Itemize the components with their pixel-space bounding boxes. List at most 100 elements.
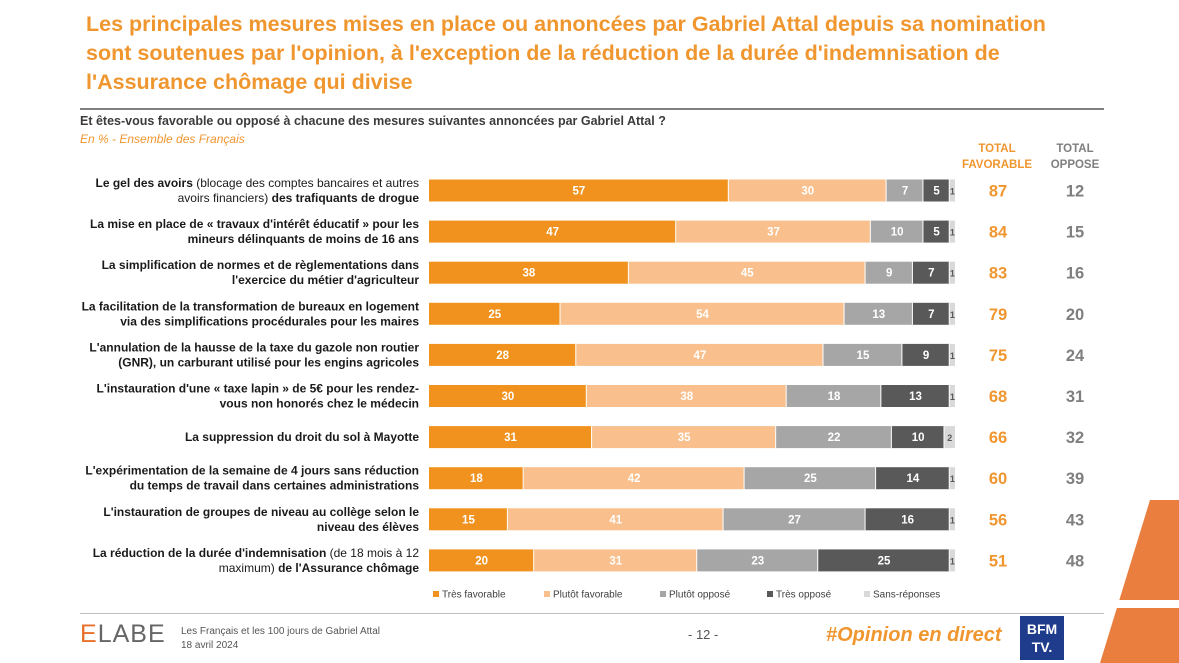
total-favorable-header: TOTAL FAVORABLE xyxy=(961,143,1033,171)
title-divider xyxy=(80,108,1104,110)
bar-segment xyxy=(944,426,955,449)
total-favorable-value: 84 xyxy=(989,224,1008,242)
bar-separator xyxy=(575,343,577,366)
bar-value-label: 30 xyxy=(502,391,515,403)
bar-separator xyxy=(775,426,777,449)
bar-value-label: 1 xyxy=(950,310,955,320)
bar-separator xyxy=(591,426,593,449)
bar-separator xyxy=(675,220,677,243)
total-favorable-value: 51 xyxy=(989,552,1007,570)
bar-value-label: 5 xyxy=(933,227,940,239)
bar-value-label: 10 xyxy=(891,227,904,239)
bar-value-label: 15 xyxy=(857,350,870,362)
bar-value-label: 38 xyxy=(680,391,693,403)
bar-segment xyxy=(523,467,745,490)
category-label: Le gel des avoirs (blocage des comptes b… xyxy=(95,176,419,205)
category-label-part: du temps de travail dans certaines admin… xyxy=(130,479,420,493)
category-label-part: La mise en place de « travaux d'intérêt … xyxy=(90,217,419,231)
bar-separator xyxy=(559,302,561,325)
bar-separator xyxy=(817,549,819,572)
bar-value-label: 41 xyxy=(609,514,622,526)
bar-separator xyxy=(922,179,924,202)
bar-segment xyxy=(676,220,871,243)
bar-segment xyxy=(949,508,955,531)
bar-value-label: 31 xyxy=(609,555,622,567)
bar-value-label: 47 xyxy=(546,227,559,239)
bar-value-label: 7 xyxy=(928,309,934,321)
bar-value-label: 47 xyxy=(693,350,706,362)
bar-value-label: 37 xyxy=(767,227,780,239)
bar-separator xyxy=(843,302,845,325)
category-label-part: vous non honorés chez le médecin xyxy=(220,397,419,411)
bar-segment xyxy=(786,385,882,407)
total-oppose-value: 24 xyxy=(1066,347,1085,365)
total-oppose-value: 32 xyxy=(1066,429,1084,447)
total-oppose-value: 48 xyxy=(1066,552,1084,570)
bar-segment xyxy=(886,179,924,202)
bar-value-label: 25 xyxy=(804,473,817,485)
bar-segment xyxy=(744,467,877,490)
bar-segment xyxy=(728,179,887,202)
bar-value-label: 25 xyxy=(488,309,501,321)
category-label-part: L'instauration d'une « taxe lapin » de 5… xyxy=(97,382,419,396)
bar-segment xyxy=(560,302,845,325)
footer-study-title: Les Français et les 100 jours de Gabriel… xyxy=(181,626,380,637)
bar-segment xyxy=(586,385,787,407)
bar-separator xyxy=(948,343,950,366)
bar-separator xyxy=(948,385,950,407)
category-label-part: l'exercice du métier d'agriculteur xyxy=(232,273,419,287)
bar-segment xyxy=(912,261,950,284)
total-oppose-value: 39 xyxy=(1066,470,1084,488)
survey-base: En % - Ensemble des Français xyxy=(80,132,245,146)
bar-value-label: 10 xyxy=(912,432,925,444)
total-favorable-value: 75 xyxy=(989,347,1007,365)
bar-segment xyxy=(823,343,903,366)
bar-value-label: 35 xyxy=(678,432,691,444)
bar-value-label: 54 xyxy=(696,309,709,321)
bar-separator xyxy=(948,508,950,531)
category-label: La facilitation de la transformation de … xyxy=(82,299,420,328)
bar-separator xyxy=(522,467,524,490)
bar-segment xyxy=(429,549,535,572)
bar-separator xyxy=(911,302,914,325)
bar-separator xyxy=(506,508,509,531)
bar-separator xyxy=(948,302,950,325)
category-label-part: des trafiquants de drogue xyxy=(268,191,419,205)
bar-segment xyxy=(865,508,950,531)
bar-segment xyxy=(429,261,629,284)
bar-separator xyxy=(922,220,924,243)
bar-separator xyxy=(585,385,587,407)
bar-separator xyxy=(948,261,950,284)
bar-value-label: 13 xyxy=(872,309,885,321)
bar-value-label: 25 xyxy=(878,555,891,567)
bar-segment xyxy=(949,385,955,407)
bar-value-label: 9 xyxy=(923,350,929,362)
bar-segment xyxy=(923,179,950,202)
category-label-part: L'annulation de la hausse de la taxe du … xyxy=(89,340,419,354)
bar-separator xyxy=(864,261,866,284)
total-oppose-value: 15 xyxy=(1066,224,1084,242)
footer-date: 18 avril 2024 xyxy=(181,640,239,651)
bar-segment xyxy=(844,302,913,325)
category-label-part: (de 18 mois à 12 xyxy=(326,546,419,560)
bar-separator xyxy=(743,467,745,490)
bar-separator xyxy=(911,261,914,284)
bar-value-label: 28 xyxy=(496,350,509,362)
bar-segment xyxy=(429,302,561,325)
bar-segment xyxy=(949,220,955,243)
bar-value-label: 7 xyxy=(902,186,908,198)
bar-segment xyxy=(949,549,955,572)
bar-segment xyxy=(723,508,866,531)
category-label-part: mineurs délinquants de moins de 16 ans xyxy=(188,232,420,246)
bar-segment xyxy=(507,508,724,531)
bar-value-label: 2 xyxy=(947,433,952,443)
bar-segment xyxy=(429,467,524,490)
bar-segment xyxy=(576,343,824,366)
total-oppose-value: 12 xyxy=(1066,183,1084,201)
category-label: La réduction de la durée d'indemnisation… xyxy=(93,546,420,575)
category-label-part: L'instauration de groupes de niveau au c… xyxy=(103,505,419,519)
bar-value-label: 1 xyxy=(950,556,955,566)
bar-value-label: 15 xyxy=(462,514,475,526)
category-label-part: avoirs financiers) xyxy=(178,191,269,205)
total-oppose-value: 20 xyxy=(1066,306,1084,324)
